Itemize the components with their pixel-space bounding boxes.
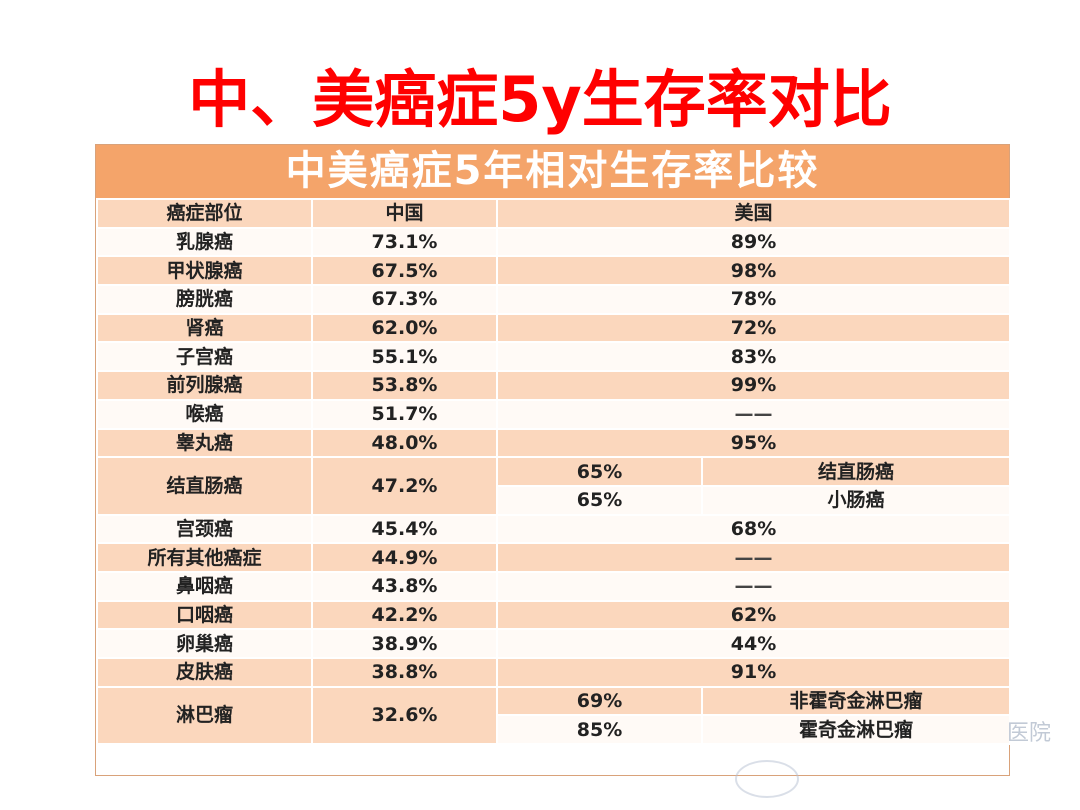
- cancer-site-cell: 前列腺癌: [96, 370, 313, 401]
- usa-rate-cell: 95%: [495, 427, 1012, 459]
- table-title: 中美癌症5年相对生存率比较: [96, 145, 1009, 198]
- usa-rate-cell: 72%: [495, 312, 1012, 344]
- china-rate-cell: 53.8%: [311, 370, 498, 401]
- china-rate-cell: 55.1%: [311, 341, 498, 373]
- cancer-site-cell: 乳腺癌: [96, 226, 313, 258]
- header-usa: 美国: [495, 198, 1012, 229]
- cancer-site-cell: 膀胱癌: [96, 284, 313, 315]
- china-rate-cell: 73.1%: [311, 226, 498, 258]
- cancer-site-cell: 子宫癌: [96, 341, 313, 373]
- usa-rate-cell: 62%: [495, 599, 1012, 631]
- china-rate-cell: 38.8%: [311, 657, 498, 688]
- header-china: 中国: [311, 198, 498, 229]
- usa-rate-cell: 65%: [496, 456, 703, 487]
- cancer-site-cell: 皮肤癌: [96, 657, 313, 688]
- usa-rate-cell: 89%: [495, 226, 1012, 258]
- cancer-site-cell: 所有其他癌症: [96, 542, 313, 573]
- china-rate-cell: 45.4%: [311, 513, 498, 545]
- table-row: 鼻咽癌 43.8% ——: [96, 570, 1012, 602]
- header-site: 癌症部位: [96, 198, 313, 229]
- cancer-site-cell: 口咽癌: [96, 599, 313, 631]
- table-row: 甲状腺癌 67.5% 98%: [96, 255, 1012, 287]
- table-row: 结直肠癌 47.2% 65% 结直肠癌: [96, 456, 1012, 516]
- cancer-site-cell: 结直肠癌: [96, 456, 313, 516]
- usa-rate-cell: 78%: [495, 284, 1012, 315]
- table-row: 前列腺癌 53.8% 99%: [96, 370, 1012, 401]
- usa-rate-cell: 65%: [496, 484, 703, 516]
- china-rate-cell: 51.7%: [311, 398, 498, 430]
- china-rate-cell: 32.6%: [311, 685, 498, 746]
- usa-rate-cell: 44%: [495, 628, 1012, 659]
- survival-rate-table: 中美癌症5年相对生存率比较 癌症部位 中国 美国 乳腺癌 73.1% 89% 甲状腺癌 67.…: [95, 144, 1012, 776]
- cancer-site-cell: 肾癌: [96, 312, 313, 344]
- usa-rate-cell: 98%: [495, 255, 1012, 287]
- china-rate-cell: 47.2%: [311, 456, 498, 516]
- cancer-site-cell: 喉癌: [96, 398, 313, 430]
- comparison-table: 癌症部位 中国 美国 乳腺癌 73.1% 89% 甲状腺癌 67.5% 98% 膀胱癌 67.3% 7…: [96, 198, 1012, 746]
- usa-subtype-cell: 霍奇金淋巴瘤: [700, 714, 1012, 746]
- usa-rate-cell: 69%: [496, 685, 703, 717]
- china-rate-cell: 67.3%: [311, 284, 498, 315]
- table-row: 85% 霍奇金淋巴瘤: [97, 714, 1012, 746]
- table-row: 所有其他癌症 44.9% ——: [96, 542, 1012, 573]
- cancer-site-cell: 淋巴瘤: [96, 685, 313, 746]
- cancer-site-cell: 卵巢癌: [96, 628, 313, 659]
- china-rate-cell: 43.8%: [311, 570, 498, 602]
- cancer-site-cell: 甲状腺癌: [96, 255, 313, 287]
- china-rate-cell: 62.0%: [311, 312, 498, 344]
- cancer-site-cell: 鼻咽癌: [96, 570, 313, 602]
- slide-title: 中、美癌症5y生存率对比: [188, 63, 892, 136]
- table-row: 皮肤癌 38.8% 91%: [96, 657, 1012, 688]
- table-row: 睾丸癌 48.0% 95%: [96, 427, 1012, 459]
- usa-rate-cell: 99%: [495, 370, 1012, 401]
- china-rate-cell: 48.0%: [311, 427, 498, 459]
- table-row: 肾癌 62.0% 72%: [96, 312, 1012, 344]
- table-row: 膀胱癌 67.3% 78%: [96, 284, 1012, 315]
- hospital-seal-logo: [735, 760, 799, 798]
- cancer-site-cell: 宫颈癌: [96, 513, 313, 545]
- table-row: 卵巢癌 38.9% 44%: [96, 628, 1012, 659]
- usa-subtype-cell: 小肠癌: [700, 484, 1012, 516]
- china-rate-cell: 42.2%: [311, 599, 498, 631]
- usa-rate-cell: 68%: [495, 513, 1012, 545]
- table-row: 喉癌 51.7% ——: [96, 398, 1012, 430]
- china-rate-cell: 67.5%: [311, 255, 498, 287]
- usa-rate-cell: ——: [495, 570, 1012, 602]
- hospital-watermark: 医院: [1007, 721, 1052, 746]
- table-header-row: 癌症部位 中国 美国: [96, 198, 1012, 229]
- table-row: 65% 小肠癌: [97, 484, 1012, 516]
- usa-rate-cell: 91%: [495, 657, 1012, 688]
- table-row: 淋巴瘤 32.6% 69% 非霍奇金淋巴瘤: [96, 685, 1012, 746]
- cancer-site-cell: 睾丸癌: [96, 427, 313, 459]
- table-row: 子宫癌 55.1% 83%: [96, 341, 1012, 373]
- china-rate-cell: 38.9%: [311, 628, 498, 659]
- table-row: 宫颈癌 45.4% 68%: [96, 513, 1012, 545]
- table-row: 口咽癌 42.2% 62%: [96, 599, 1012, 631]
- usa-rate-cell: 85%: [496, 714, 703, 746]
- usa-rate-cell: ——: [495, 398, 1012, 430]
- usa-rate-cell: 83%: [495, 341, 1012, 373]
- usa-subtype-cell: 非霍奇金淋巴瘤: [700, 685, 1012, 717]
- usa-rate-cell: ——: [495, 542, 1012, 573]
- table-row: 乳腺癌 73.1% 89%: [96, 226, 1012, 258]
- usa-subtype-cell: 结直肠癌: [700, 456, 1012, 487]
- china-rate-cell: 44.9%: [311, 542, 498, 573]
